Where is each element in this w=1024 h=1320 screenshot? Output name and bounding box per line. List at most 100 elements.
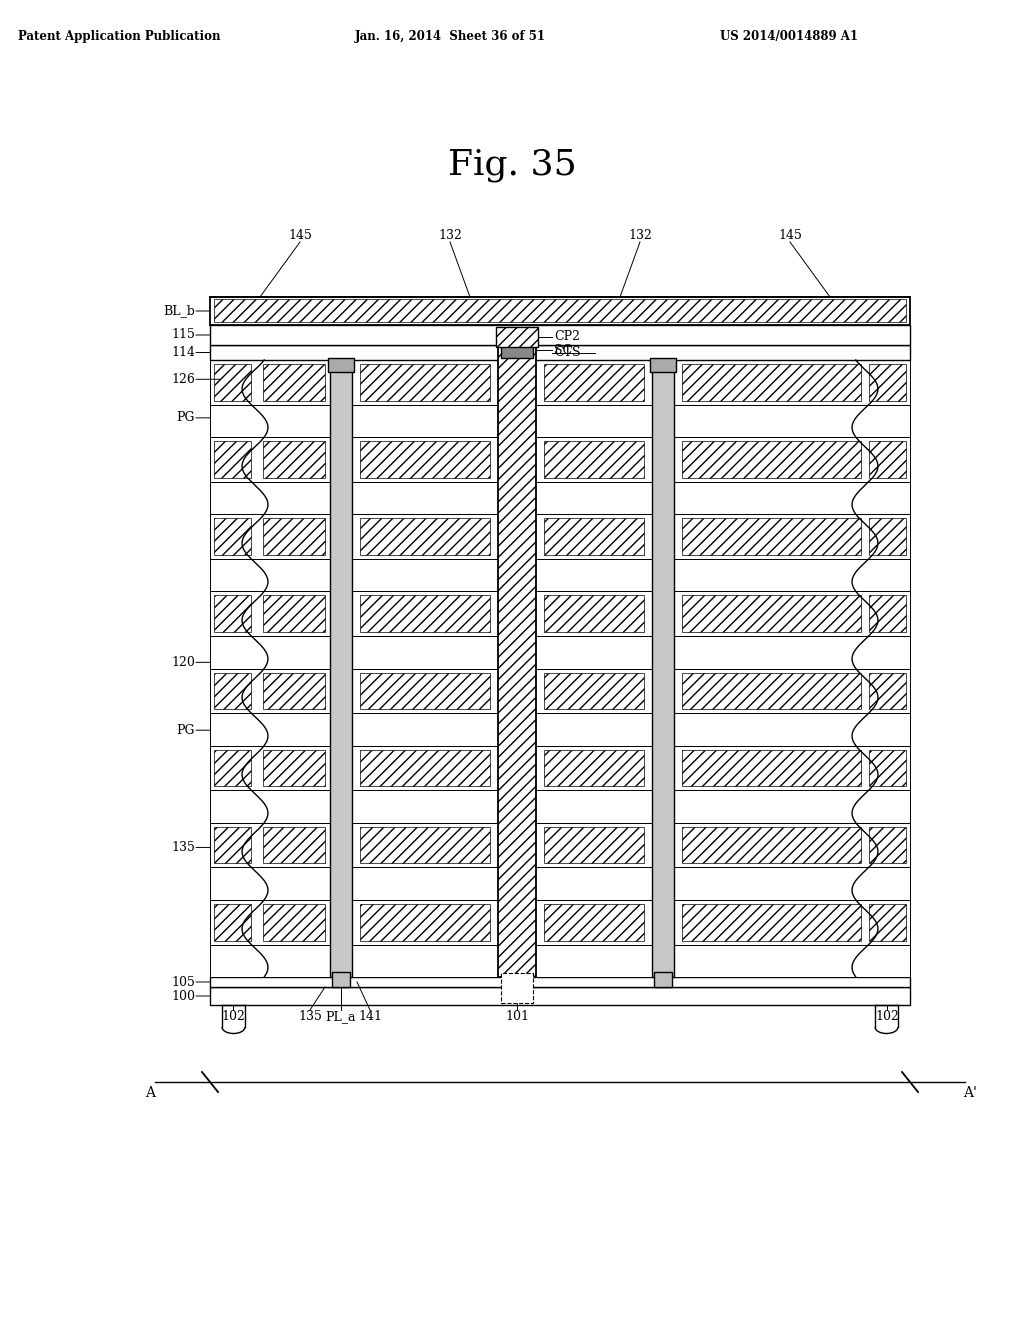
Bar	[544, 826, 644, 863]
Bar	[330, 360, 352, 977]
Bar	[263, 672, 325, 709]
Bar	[210, 360, 910, 405]
Bar	[360, 672, 490, 709]
Text: US 2014/0014889 A1: US 2014/0014889 A1	[720, 30, 858, 44]
Text: 145: 145	[778, 228, 802, 242]
Text: 115: 115	[171, 329, 195, 342]
Bar	[544, 595, 644, 632]
Bar	[544, 519, 644, 554]
Bar	[210, 945, 910, 977]
Bar	[263, 904, 325, 941]
Text: 101: 101	[505, 1010, 529, 1023]
Bar	[501, 973, 534, 1003]
Bar	[214, 300, 906, 322]
Bar	[214, 672, 251, 709]
Bar	[263, 441, 325, 478]
Bar	[650, 358, 676, 372]
Bar	[210, 297, 910, 325]
Bar	[214, 826, 251, 863]
Bar	[496, 327, 538, 347]
Bar	[498, 335, 536, 977]
Text: 120: 120	[171, 656, 195, 669]
Bar	[210, 746, 910, 791]
Bar	[214, 595, 251, 632]
Bar	[360, 826, 490, 863]
Bar	[210, 977, 910, 987]
Text: PG: PG	[176, 723, 195, 737]
Bar	[869, 904, 906, 941]
Bar	[263, 750, 325, 787]
Bar	[210, 515, 910, 558]
Bar	[210, 713, 910, 746]
Bar	[360, 519, 490, 554]
Bar	[360, 595, 490, 632]
Bar	[682, 750, 861, 787]
Text: PL_a: PL_a	[326, 1010, 356, 1023]
Bar	[869, 441, 906, 478]
Bar	[544, 364, 644, 401]
Bar	[210, 900, 910, 945]
Bar	[654, 972, 672, 987]
Bar	[869, 595, 906, 632]
Bar	[544, 904, 644, 941]
Bar	[682, 441, 861, 478]
Bar	[682, 519, 861, 554]
Bar	[328, 358, 354, 372]
Text: 145: 145	[288, 228, 312, 242]
Bar	[360, 750, 490, 787]
Text: CP2: CP2	[554, 330, 580, 343]
Text: 105: 105	[171, 975, 195, 989]
Text: 102: 102	[221, 1010, 245, 1023]
Text: 114: 114	[171, 346, 195, 359]
Bar	[214, 750, 251, 787]
Bar	[360, 904, 490, 941]
Bar	[652, 360, 674, 977]
Bar	[501, 342, 534, 358]
Text: 141: 141	[358, 1010, 382, 1023]
Bar	[682, 364, 861, 401]
Bar	[263, 519, 325, 554]
Bar	[210, 437, 910, 482]
Bar	[682, 672, 861, 709]
Text: 132: 132	[628, 228, 652, 242]
Bar	[210, 668, 910, 713]
Bar	[869, 672, 906, 709]
Bar	[682, 904, 861, 941]
Text: A': A'	[963, 1086, 977, 1100]
Bar	[210, 591, 910, 636]
Bar	[360, 441, 490, 478]
Bar	[210, 987, 910, 1005]
Bar	[263, 364, 325, 401]
Text: 102: 102	[876, 1010, 899, 1023]
Bar	[869, 519, 906, 554]
Bar	[210, 867, 910, 900]
Text: 132: 132	[438, 228, 462, 242]
Bar	[210, 345, 910, 360]
Text: Fig. 35: Fig. 35	[447, 148, 577, 182]
Bar	[214, 904, 251, 941]
Text: Patent Application Publication: Patent Application Publication	[18, 30, 220, 44]
Bar	[214, 364, 251, 401]
Text: 100: 100	[171, 990, 195, 1002]
Bar	[263, 595, 325, 632]
Text: 135: 135	[298, 1010, 322, 1023]
Text: 135: 135	[171, 841, 195, 854]
Text: Jan. 16, 2014  Sheet 36 of 51: Jan. 16, 2014 Sheet 36 of 51	[355, 30, 546, 44]
Bar	[210, 636, 910, 668]
Bar	[869, 826, 906, 863]
Bar	[544, 750, 644, 787]
Bar	[210, 791, 910, 822]
Bar	[210, 482, 910, 515]
Bar	[869, 364, 906, 401]
Bar	[210, 405, 910, 437]
Bar	[210, 558, 910, 591]
Bar	[263, 826, 325, 863]
Text: CTS: CTS	[554, 346, 581, 359]
Bar	[682, 595, 861, 632]
Bar	[682, 826, 861, 863]
Text: PG: PG	[176, 412, 195, 424]
Bar	[360, 364, 490, 401]
Bar	[544, 441, 644, 478]
Bar	[214, 519, 251, 554]
Text: SC: SC	[554, 343, 572, 356]
